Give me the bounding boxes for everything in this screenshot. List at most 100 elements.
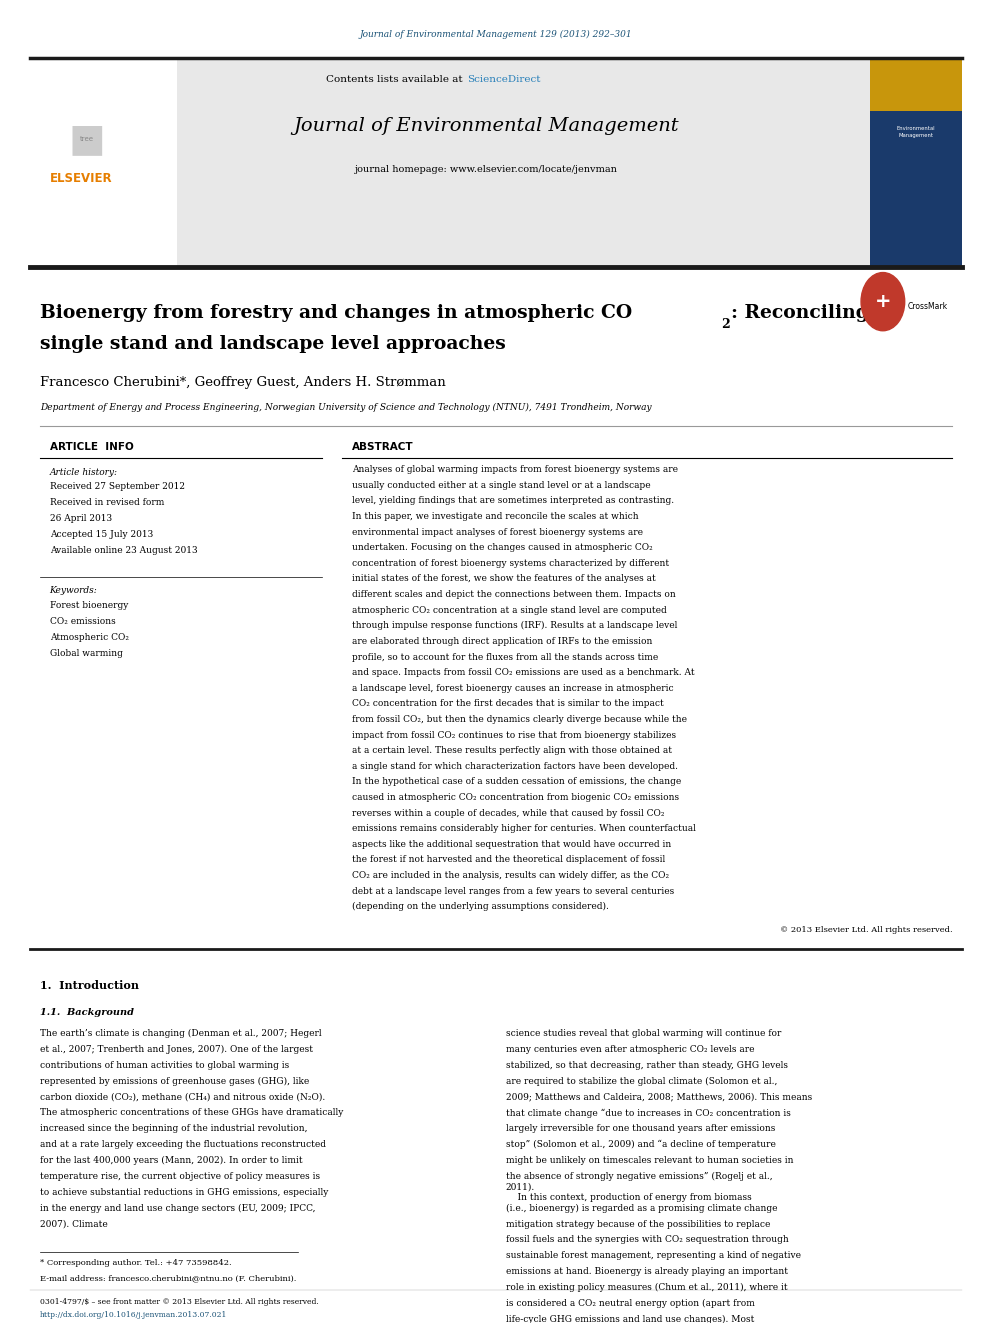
Text: ■: ■ xyxy=(68,120,106,157)
Text: Received in revised form: Received in revised form xyxy=(50,499,164,507)
Text: Global warming: Global warming xyxy=(50,650,122,658)
Text: level, yielding findings that are sometimes interpreted as contrasting.: level, yielding findings that are someti… xyxy=(352,496,675,505)
Text: 2009; Matthews and Caldeira, 2008; Matthews, 2006). This means: 2009; Matthews and Caldeira, 2008; Matth… xyxy=(506,1093,812,1102)
Text: from fossil CO₂, but then the dynamics clearly diverge because while the: from fossil CO₂, but then the dynamics c… xyxy=(352,714,687,724)
Text: ScienceDirect: ScienceDirect xyxy=(467,75,541,83)
Text: in the energy and land use change sectors (EU, 2009; IPCC,: in the energy and land use change sector… xyxy=(40,1204,315,1213)
Text: atmospheric CO₂ concentration at a single stand level are computed: atmospheric CO₂ concentration at a singl… xyxy=(352,606,667,615)
Text: Keywords:: Keywords: xyxy=(50,586,97,594)
Text: many centuries even after atmospheric CO₂ levels are: many centuries even after atmospheric CO… xyxy=(506,1045,755,1054)
Text: 2007). Climate: 2007). Climate xyxy=(40,1220,107,1229)
Text: might be unlikely on timescales relevant to human societies in: might be unlikely on timescales relevant… xyxy=(506,1156,794,1166)
Text: ABSTRACT: ABSTRACT xyxy=(352,442,414,452)
Text: mitigation strategy because of the possibilities to replace: mitigation strategy because of the possi… xyxy=(506,1220,771,1229)
Circle shape xyxy=(861,273,905,331)
Text: The atmospheric concentrations of these GHGs have dramatically: The atmospheric concentrations of these … xyxy=(40,1109,343,1118)
Text: The earth’s climate is changing (Denman et al., 2007; Hegerl: The earth’s climate is changing (Denman … xyxy=(40,1029,321,1039)
Text: Accepted 15 July 2013: Accepted 15 July 2013 xyxy=(50,531,153,538)
Bar xyxy=(30,58,177,267)
Text: the forest if not harvested and the theoretical displacement of fossil: the forest if not harvested and the theo… xyxy=(352,856,666,864)
Bar xyxy=(870,58,962,111)
Text: Analyses of global warming impacts from forest bioenergy systems are: Analyses of global warming impacts from … xyxy=(352,466,679,474)
Text: environmental impact analyses of forest bioenergy systems are: environmental impact analyses of forest … xyxy=(352,528,643,537)
Text: In the hypothetical case of a sudden cessation of emissions, the change: In the hypothetical case of a sudden ces… xyxy=(352,778,682,786)
Text: concentration of forest bioenergy systems characterized by different: concentration of forest bioenergy system… xyxy=(352,558,670,568)
Text: Contents lists available at: Contents lists available at xyxy=(326,75,466,83)
Text: is considered a CO₂ neutral energy option (apart from: is considered a CO₂ neutral energy optio… xyxy=(506,1299,755,1308)
Bar xyxy=(30,58,962,267)
Text: journal homepage: www.elsevier.com/locate/jenvman: journal homepage: www.elsevier.com/locat… xyxy=(355,165,617,173)
Text: debt at a landscape level ranges from a few years to several centuries: debt at a landscape level ranges from a … xyxy=(352,886,675,896)
Text: that climate change “due to increases in CO₂ concentration is: that climate change “due to increases in… xyxy=(506,1109,791,1118)
Text: http://dx.doi.org/10.1016/j.jenvman.2013.07.021: http://dx.doi.org/10.1016/j.jenvman.2013… xyxy=(40,1311,227,1319)
Text: Article history:: Article history: xyxy=(50,468,118,476)
Bar xyxy=(870,58,962,267)
Text: fossil fuels and the synergies with CO₂ sequestration through: fossil fuels and the synergies with CO₂ … xyxy=(506,1236,789,1245)
Text: 1.  Introduction: 1. Introduction xyxy=(40,980,139,991)
Text: tree: tree xyxy=(80,136,94,142)
Text: Environmental
Management: Environmental Management xyxy=(897,127,934,138)
Text: the absence of strongly negative emissions” (Rogelj et al.,: the absence of strongly negative emissio… xyxy=(506,1172,773,1181)
Text: temperature rise, the current objective of policy measures is: temperature rise, the current objective … xyxy=(40,1172,319,1181)
Text: largely irreversible for one thousand years after emissions: largely irreversible for one thousand ye… xyxy=(506,1125,776,1134)
Text: caused in atmospheric CO₂ concentration from biogenic CO₂ emissions: caused in atmospheric CO₂ concentration … xyxy=(352,792,680,802)
Text: CO₂ are included in the analysis, results can widely differ, as the CO₂: CO₂ are included in the analysis, result… xyxy=(352,871,670,880)
Text: © 2013 Elsevier Ltd. All rights reserved.: © 2013 Elsevier Ltd. All rights reserved… xyxy=(780,926,952,934)
Text: (depending on the underlying assumptions considered).: (depending on the underlying assumptions… xyxy=(352,902,609,912)
Text: role in existing policy measures (Chum et al., 2011), where it: role in existing policy measures (Chum e… xyxy=(506,1283,788,1293)
Text: life-cycle GHG emissions and land use changes). Most: life-cycle GHG emissions and land use ch… xyxy=(506,1315,754,1323)
Text: CO₂ concentration for the first decades that is similar to the impact: CO₂ concentration for the first decades … xyxy=(352,700,664,708)
Text: through impulse response functions (IRF). Results at a landscape level: through impulse response functions (IRF)… xyxy=(352,622,678,630)
Text: and at a rate largely exceeding the fluctuations reconstructed: and at a rate largely exceeding the fluc… xyxy=(40,1140,325,1150)
Text: emissions remains considerably higher for centuries. When counterfactual: emissions remains considerably higher fo… xyxy=(352,824,696,833)
Text: to achieve substantial reductions in GHG emissions, especially: to achieve substantial reductions in GHG… xyxy=(40,1188,328,1197)
Text: stop” (Solomon et al., 2009) and “a decline of temperature: stop” (Solomon et al., 2009) and “a decl… xyxy=(506,1140,776,1150)
Text: for the last 400,000 years (Mann, 2002). In order to limit: for the last 400,000 years (Mann, 2002).… xyxy=(40,1156,303,1166)
Text: increased since the beginning of the industrial revolution,: increased since the beginning of the ind… xyxy=(40,1125,308,1134)
Text: 1.1.  Background: 1.1. Background xyxy=(40,1008,134,1017)
Text: Francesco Cherubini*, Geoffrey Guest, Anders H. Strømman: Francesco Cherubini*, Geoffrey Guest, An… xyxy=(40,376,445,389)
Text: Journal of Environmental Management 129 (2013) 292–301: Journal of Environmental Management 129 … xyxy=(360,30,632,38)
Text: * Corresponding author. Tel.: +47 73598842.: * Corresponding author. Tel.: +47 735988… xyxy=(40,1259,231,1267)
Text: represented by emissions of greenhouse gases (GHG), like: represented by emissions of greenhouse g… xyxy=(40,1077,309,1086)
Text: : Reconciling: : Reconciling xyxy=(731,303,869,321)
Text: CrossMark: CrossMark xyxy=(908,303,947,311)
Text: contributions of human activities to global warming is: contributions of human activities to glo… xyxy=(40,1061,289,1070)
Text: a landscape level, forest bioenergy causes an increase in atmospheric: a landscape level, forest bioenergy caus… xyxy=(352,684,674,693)
Text: 2: 2 xyxy=(721,318,730,331)
Text: at a certain level. These results perfectly align with those obtained at: at a certain level. These results perfec… xyxy=(352,746,673,755)
Text: are required to stabilize the global climate (Solomon et al.,: are required to stabilize the global cli… xyxy=(506,1077,778,1086)
Text: and space. Impacts from fossil CO₂ emissions are used as a benchmark. At: and space. Impacts from fossil CO₂ emiss… xyxy=(352,668,694,677)
Text: usually conducted either at a single stand level or at a landscape: usually conducted either at a single sta… xyxy=(352,480,651,490)
Text: initial states of the forest, we show the features of the analyses at: initial states of the forest, we show th… xyxy=(352,574,656,583)
Text: ARTICLE  INFO: ARTICLE INFO xyxy=(50,442,133,452)
Text: science studies reveal that global warming will continue for: science studies reveal that global warmi… xyxy=(506,1029,782,1039)
Text: Atmospheric CO₂: Atmospheric CO₂ xyxy=(50,634,129,642)
Text: ELSEVIER: ELSEVIER xyxy=(50,172,112,185)
Text: sustainable forest management, representing a kind of negative: sustainable forest management, represent… xyxy=(506,1252,801,1261)
Text: 0301-4797/$ – see front matter © 2013 Elsevier Ltd. All rights reserved.: 0301-4797/$ – see front matter © 2013 El… xyxy=(40,1298,318,1306)
Text: (i.e., bioenergy) is regarded as a promising climate change: (i.e., bioenergy) is regarded as a promi… xyxy=(506,1204,778,1213)
Text: Journal of Environmental Management: Journal of Environmental Management xyxy=(294,116,679,135)
Text: Department of Energy and Process Engineering, Norwegian University of Science an: Department of Energy and Process Enginee… xyxy=(40,404,652,411)
Text: carbon dioxide (CO₂), methane (CH₄) and nitrous oxide (N₂O).: carbon dioxide (CO₂), methane (CH₄) and … xyxy=(40,1093,325,1102)
Text: profile, so to account for the fluxes from all the stands across time: profile, so to account for the fluxes fr… xyxy=(352,652,659,662)
Text: different scales and depict the connections between them. Impacts on: different scales and depict the connecti… xyxy=(352,590,676,599)
Text: a single stand for which characterization factors have been developed.: a single stand for which characterizatio… xyxy=(352,762,679,771)
Text: stabilized, so that decreasing, rather than steady, GHG levels: stabilized, so that decreasing, rather t… xyxy=(506,1061,788,1070)
Text: Available online 23 August 2013: Available online 23 August 2013 xyxy=(50,546,197,554)
Text: aspects like the additional sequestration that would have occurred in: aspects like the additional sequestratio… xyxy=(352,840,672,849)
Text: are elaborated through direct application of IRFs to the emission: are elaborated through direct applicatio… xyxy=(352,636,653,646)
Text: et al., 2007; Trenberth and Jones, 2007). One of the largest: et al., 2007; Trenberth and Jones, 2007)… xyxy=(40,1045,312,1054)
Text: reverses within a couple of decades, while that caused by fossil CO₂: reverses within a couple of decades, whi… xyxy=(352,808,665,818)
Text: emissions at hand. Bioenergy is already playing an important: emissions at hand. Bioenergy is already … xyxy=(506,1267,788,1277)
Text: In this paper, we investigate and reconcile the scales at which: In this paper, we investigate and reconc… xyxy=(352,512,639,521)
Text: Received 27 September 2012: Received 27 September 2012 xyxy=(50,483,185,491)
Text: +: + xyxy=(875,292,891,311)
Text: single stand and landscape level approaches: single stand and landscape level approac… xyxy=(40,335,506,353)
Text: 2011).
    In this context, production of energy from biomass: 2011). In this context, production of en… xyxy=(506,1183,752,1203)
Text: E-mail address: francesco.cherubini@ntnu.no (F. Cherubini).: E-mail address: francesco.cherubini@ntnu… xyxy=(40,1274,296,1282)
Text: impact from fossil CO₂ continues to rise that from bioenergy stabilizes: impact from fossil CO₂ continues to rise… xyxy=(352,730,677,740)
Text: 26 April 2013: 26 April 2013 xyxy=(50,515,112,523)
Text: Bioenergy from forestry and changes in atmospheric CO: Bioenergy from forestry and changes in a… xyxy=(40,303,632,321)
